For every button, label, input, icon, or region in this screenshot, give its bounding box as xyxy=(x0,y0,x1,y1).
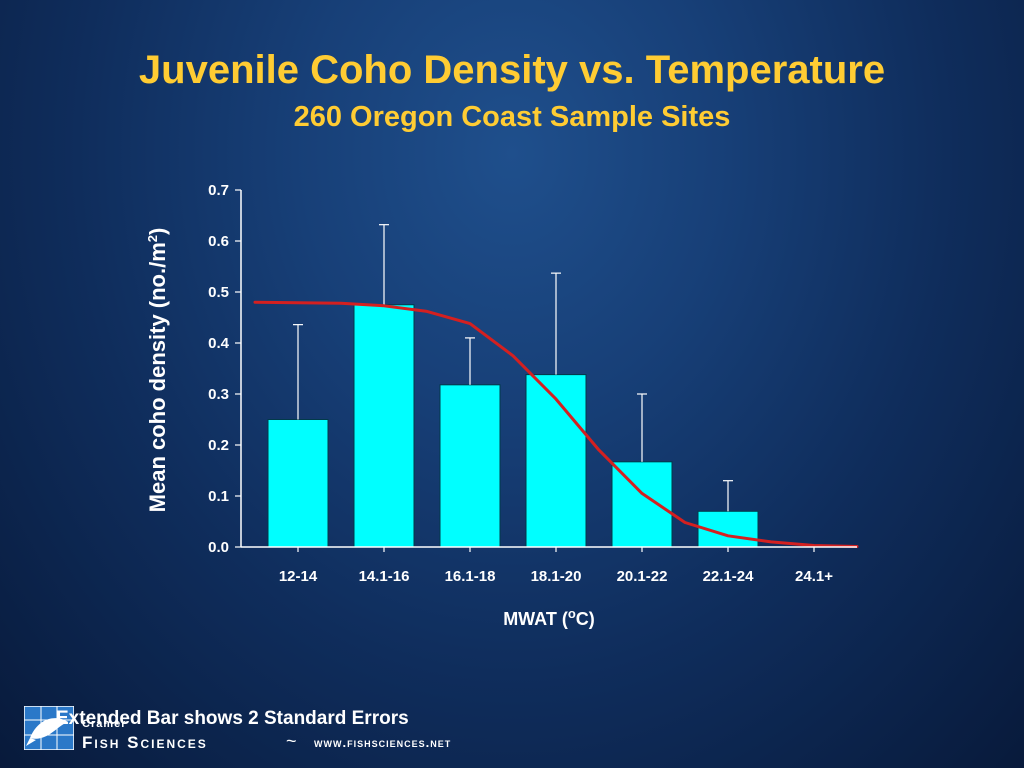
slide-subtitle: 260 Oregon Coast Sample Sites xyxy=(293,101,731,133)
bar-14.1-16 xyxy=(353,304,415,548)
bar-12-14 xyxy=(267,419,329,548)
y-tick-label-0.1: 0.1 xyxy=(208,488,229,505)
brand-name: Fish Sciences xyxy=(82,733,208,752)
x-tick-label-16.1-18: 16.1-18 xyxy=(445,568,496,585)
slide-title: Juvenile Coho Density vs. Temperature xyxy=(138,48,886,92)
trend-curve xyxy=(253,300,859,548)
logo-wordmark-small: Cramer xyxy=(82,718,127,730)
x-tick-label-18.1-20: 18.1-20 xyxy=(531,568,582,585)
x-axis-label-text: MWAT ( xyxy=(503,609,568,629)
bar-22.1-24 xyxy=(697,510,759,548)
footer-note: Extended Bar shows 2 Standard Errors xyxy=(56,708,409,729)
x-tick-label-22.1-24: 22.1-24 xyxy=(703,568,755,585)
y-tick-label-0.2: 0.2 xyxy=(208,437,229,454)
x-tick-label-12-14: 12-14 xyxy=(279,568,318,585)
x-tick-label-14.1-16: 14.1-16 xyxy=(359,568,410,585)
bar-16.1-18 xyxy=(439,384,501,548)
x-axis-label-superscript: o xyxy=(567,606,576,621)
x-tick-label-24.1+: 24.1+ xyxy=(795,568,833,585)
fish-logo-icon xyxy=(24,706,74,750)
y-tick-label-0.7: 0.7 xyxy=(208,182,229,199)
x-axis-label: MWAT (oC) xyxy=(0,606,1024,630)
x-axis-label-close: C) xyxy=(575,609,595,629)
website-link[interactable]: www.fishsciences.net xyxy=(314,735,452,750)
y-tick-label-0.4: 0.4 xyxy=(208,335,230,352)
y-tick-label-0.5: 0.5 xyxy=(208,284,229,301)
y-tick-label-0.3: 0.3 xyxy=(208,386,229,403)
y-tick-label-0.0: 0.0 xyxy=(208,539,229,556)
brand-separator: ~ xyxy=(286,731,297,751)
bar-20.1-22 xyxy=(611,461,673,548)
y-tick-label-0.6: 0.6 xyxy=(208,233,229,250)
x-tick-label-20.1-22: 20.1-22 xyxy=(617,568,668,585)
